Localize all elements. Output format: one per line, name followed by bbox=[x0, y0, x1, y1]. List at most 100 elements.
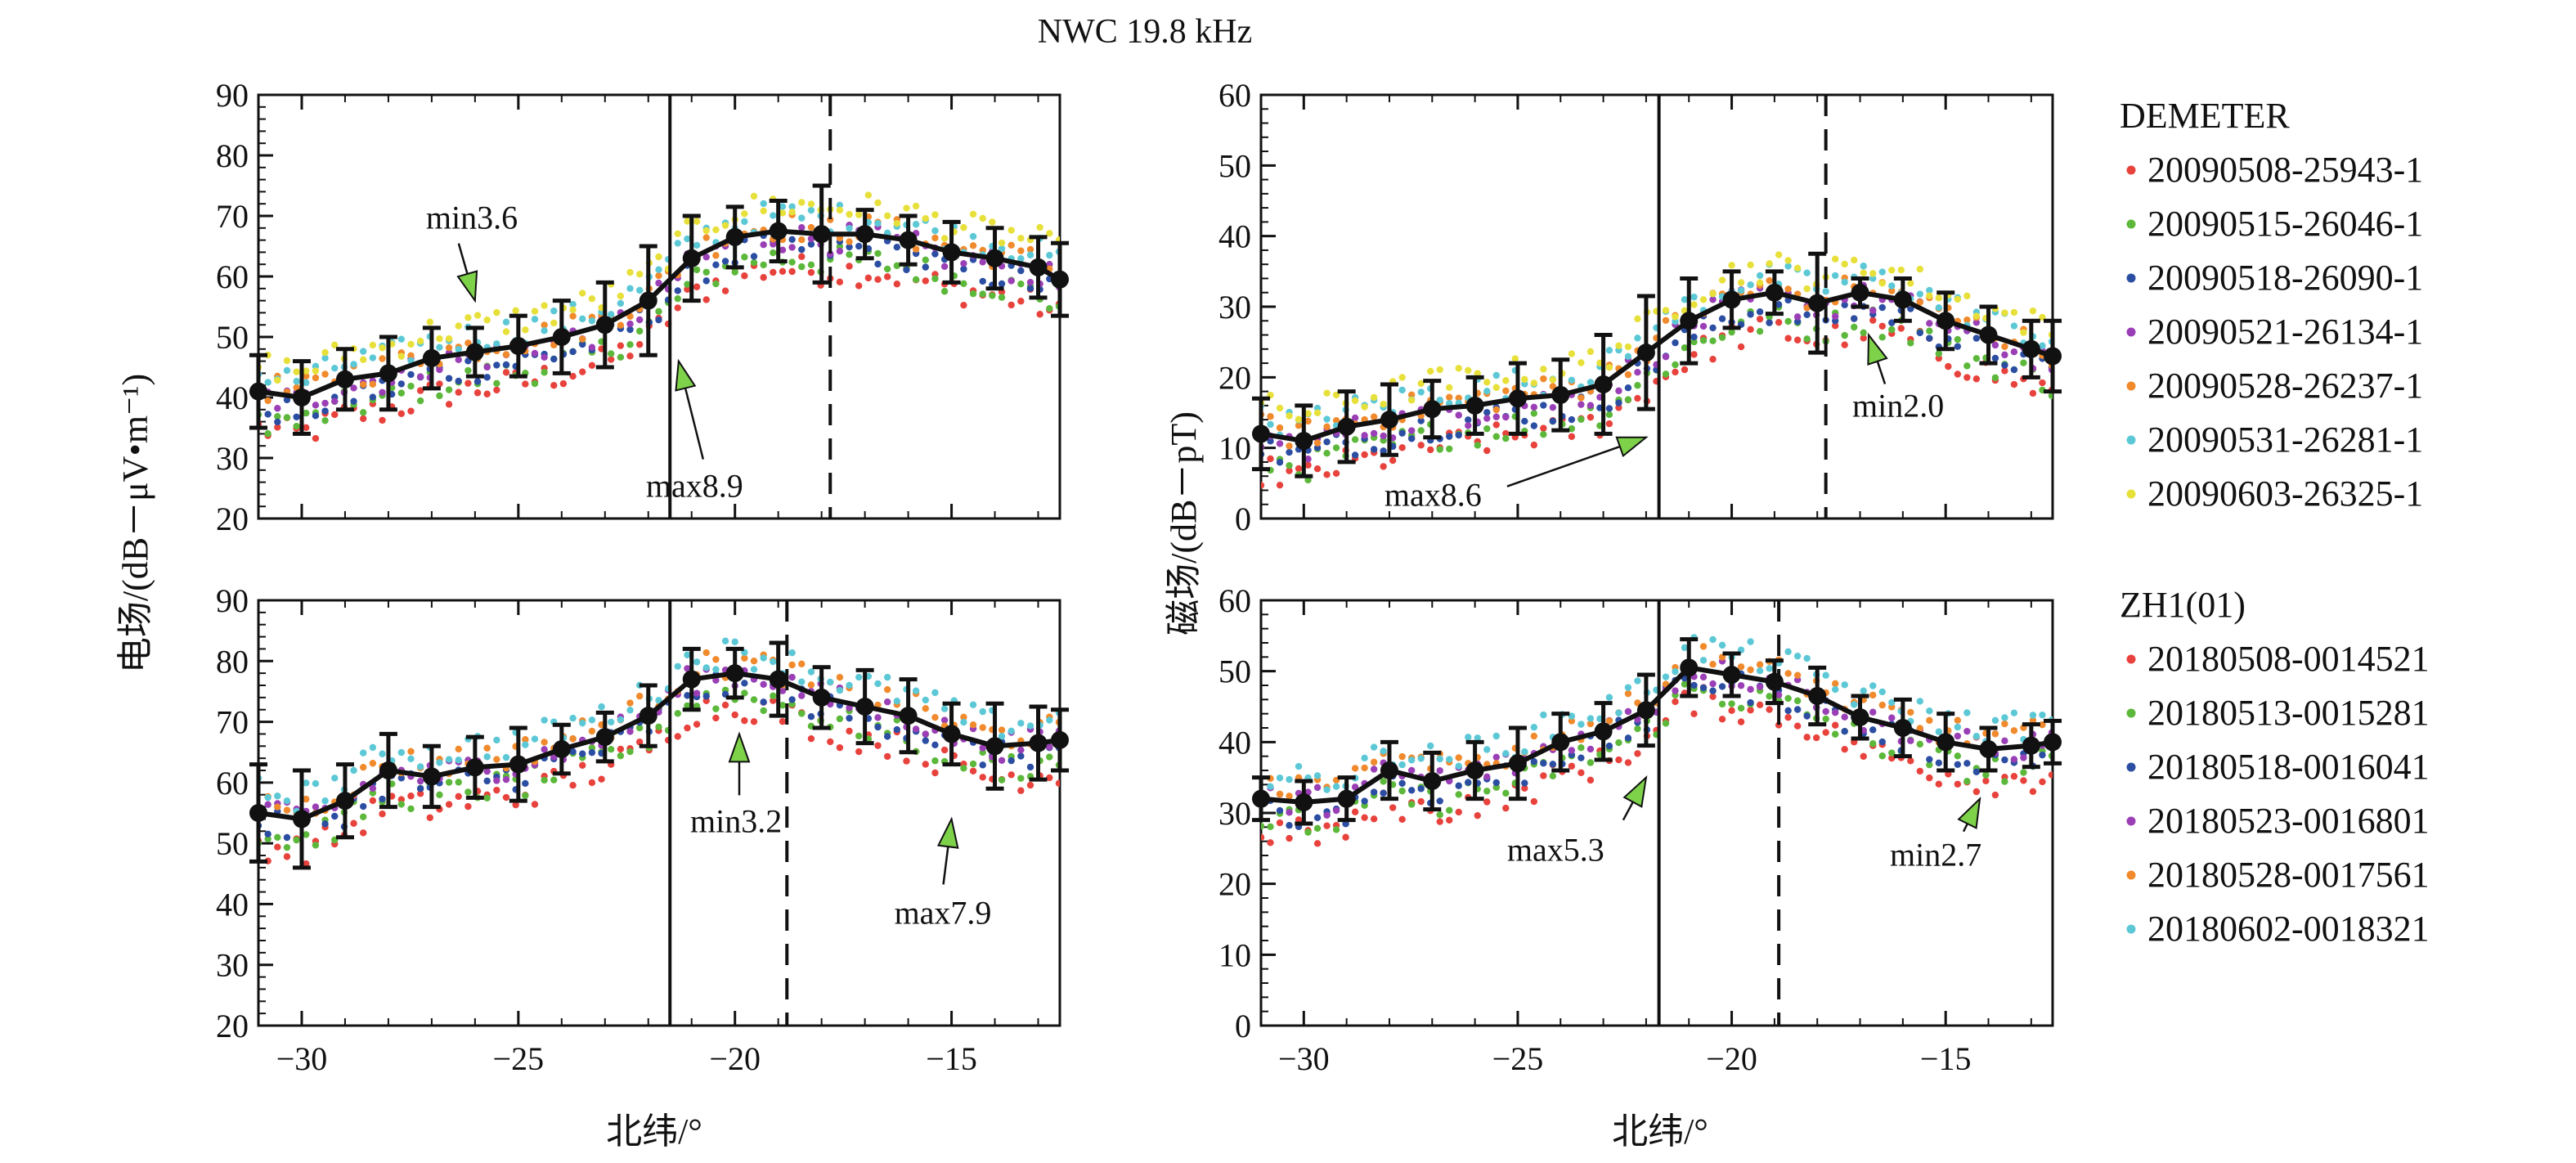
data-point bbox=[369, 354, 377, 361]
data-point bbox=[1017, 267, 1025, 275]
data-point bbox=[1916, 725, 1923, 732]
x-tick-label: −30 bbox=[276, 1040, 328, 1077]
data-point bbox=[608, 350, 615, 357]
data-point bbox=[2001, 351, 2008, 359]
data-point bbox=[1766, 260, 1773, 267]
scatter-points bbox=[1261, 251, 2053, 489]
data-point bbox=[1046, 230, 1053, 237]
data-point bbox=[674, 710, 681, 717]
data-point bbox=[1267, 413, 1274, 420]
data-point bbox=[264, 801, 272, 808]
data-point bbox=[1605, 411, 1613, 419]
data-point bbox=[1511, 355, 1519, 362]
data-point bbox=[1869, 682, 1877, 689]
data-point bbox=[1793, 722, 1802, 730]
data-point bbox=[1963, 316, 1971, 324]
mean-marker bbox=[422, 348, 441, 367]
data-point bbox=[1276, 481, 1284, 489]
data-point bbox=[1332, 806, 1340, 815]
annotation-label: min3.2 bbox=[690, 802, 782, 839]
data-point bbox=[1841, 681, 1848, 689]
left-x-axis-label: 北纬/° bbox=[606, 1111, 702, 1152]
panel-top-left: 20 30 40 50 60 70 80 90 min3.6 max8.9 bbox=[216, 77, 1069, 537]
data-point bbox=[931, 769, 939, 777]
data-point bbox=[635, 724, 644, 732]
data-point bbox=[283, 366, 291, 375]
data-point bbox=[1634, 382, 1641, 389]
plot-frame bbox=[257, 599, 1061, 1027]
scatter-points bbox=[258, 191, 1060, 442]
data-point bbox=[588, 748, 596, 757]
mean-marker bbox=[682, 670, 701, 689]
data-point bbox=[1803, 654, 1811, 662]
data-point bbox=[2020, 769, 2027, 776]
data-point bbox=[1935, 728, 1943, 735]
data-point bbox=[655, 308, 662, 316]
data-point bbox=[893, 219, 901, 227]
data-point bbox=[397, 410, 406, 418]
data-point bbox=[979, 774, 986, 781]
data-point bbox=[1455, 754, 1462, 761]
data-point bbox=[1916, 290, 1923, 298]
data-point bbox=[1313, 439, 1322, 447]
data-point bbox=[1954, 761, 1962, 768]
data-point bbox=[331, 775, 339, 782]
data-point bbox=[1017, 746, 1025, 754]
data-point bbox=[1008, 277, 1015, 285]
data-point bbox=[979, 744, 986, 752]
mean-marker bbox=[1337, 789, 1356, 808]
y-tick-label: 30 bbox=[216, 947, 249, 984]
y-tick-label: 20 bbox=[216, 501, 249, 537]
data-point bbox=[798, 692, 806, 699]
data-point bbox=[1026, 285, 1034, 292]
data-point bbox=[931, 714, 939, 721]
data-point bbox=[1323, 415, 1331, 423]
data-point bbox=[883, 673, 891, 681]
data-point bbox=[1737, 704, 1745, 712]
data-point bbox=[2001, 367, 2008, 375]
data-point bbox=[1521, 784, 1528, 793]
data-point bbox=[1841, 728, 1848, 735]
data-point bbox=[1605, 405, 1613, 412]
data-point bbox=[1398, 787, 1406, 795]
data-point bbox=[569, 372, 577, 380]
data-point bbox=[445, 344, 453, 352]
legend-swatch bbox=[2126, 654, 2136, 664]
data-point bbox=[1624, 396, 1632, 403]
data-point bbox=[531, 801, 539, 808]
data-point bbox=[1586, 720, 1595, 728]
data-point bbox=[846, 210, 853, 218]
data-point bbox=[960, 713, 967, 721]
data-point bbox=[550, 355, 558, 363]
data-point bbox=[264, 411, 272, 418]
data-point bbox=[464, 788, 472, 796]
data-point bbox=[1972, 335, 1981, 342]
data-point bbox=[1793, 652, 1802, 660]
data-point bbox=[1436, 818, 1443, 825]
data-point bbox=[1008, 227, 1015, 234]
data-point bbox=[359, 356, 367, 363]
right-x-axis-label: 北纬/° bbox=[1612, 1111, 1708, 1152]
data-point bbox=[1577, 754, 1585, 761]
data-point bbox=[2001, 714, 2008, 721]
data-point bbox=[674, 230, 681, 238]
data-point bbox=[321, 399, 329, 407]
data-point bbox=[1267, 420, 1274, 429]
data-point bbox=[807, 261, 815, 269]
data-point bbox=[1351, 436, 1359, 443]
data-point bbox=[827, 250, 834, 258]
data-point bbox=[1972, 788, 1981, 796]
data-point bbox=[1017, 752, 1025, 760]
data-point bbox=[1530, 379, 1538, 387]
data-point bbox=[1605, 420, 1613, 428]
data-point bbox=[903, 757, 910, 765]
data-point bbox=[940, 263, 949, 270]
data-point bbox=[350, 361, 357, 368]
data-point bbox=[1624, 343, 1632, 351]
data-point bbox=[2001, 756, 2008, 764]
plot-frame bbox=[1259, 93, 2054, 520]
mean-marker bbox=[1508, 389, 1527, 408]
mean-marker bbox=[899, 231, 918, 249]
mean-marker bbox=[1295, 432, 1313, 451]
data-point bbox=[1055, 779, 1060, 787]
